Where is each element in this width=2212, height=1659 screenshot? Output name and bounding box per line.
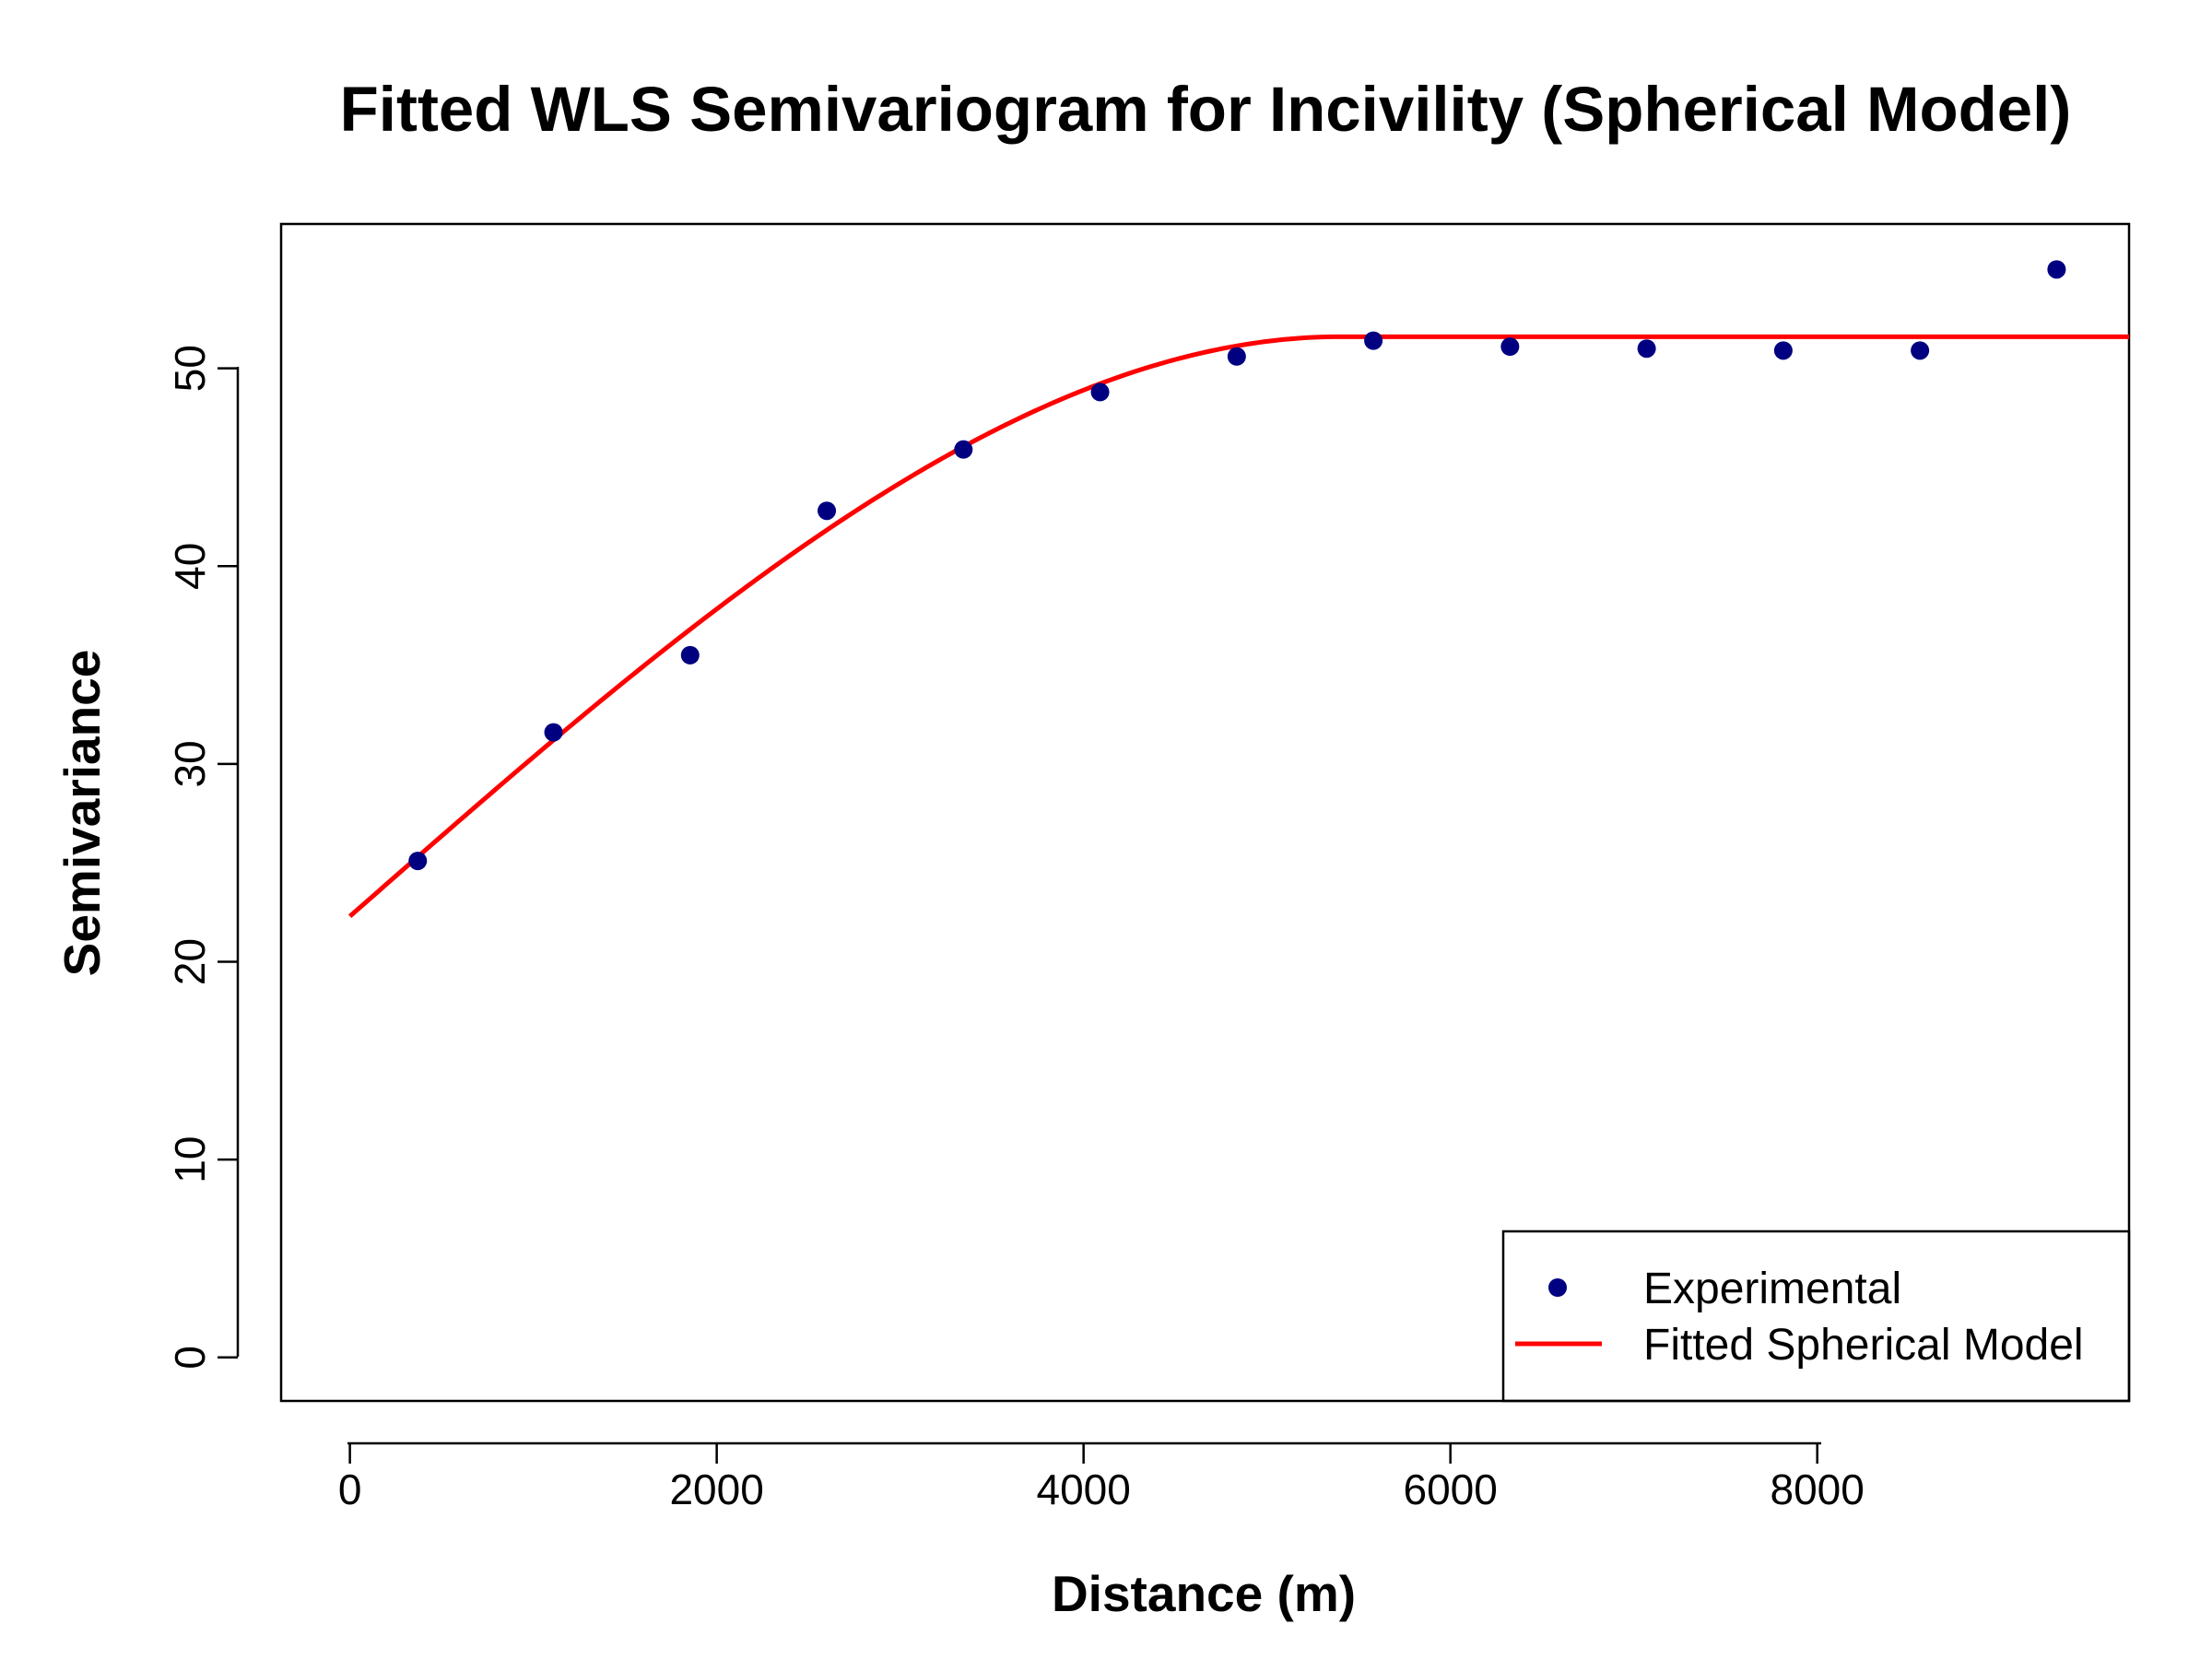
- fitted-model-series: [347, 334, 2129, 919]
- y-tick-label: 10: [166, 1136, 214, 1183]
- y-tick-label: 40: [166, 543, 214, 590]
- data-point: [408, 852, 428, 871]
- data-point: [544, 723, 563, 742]
- data-point: [1090, 382, 1110, 402]
- y-axis-ticks: 0 10 20 30 40 50: [166, 345, 238, 1370]
- x-tick-label: 0: [338, 1465, 362, 1513]
- data-point: [1227, 347, 1246, 366]
- x-axis-ticks: 0 2000 4000 6000 8000: [338, 1443, 1865, 1513]
- y-tick-label: 20: [166, 938, 214, 985]
- data-point: [1773, 341, 1793, 360]
- data-point: [1500, 337, 1520, 357]
- legend-marker-experimental: [1548, 1278, 1567, 1297]
- data-point: [2047, 260, 2066, 279]
- y-tick-label: 0: [166, 1346, 214, 1370]
- legend: Experimental Fitted Spherical Model: [1501, 1230, 2131, 1403]
- x-axis-label: Distance (m): [1052, 1565, 1356, 1622]
- x-tick-label: 2000: [669, 1465, 763, 1513]
- x-tick-label: 4000: [1036, 1465, 1130, 1513]
- y-tick-label: 50: [166, 345, 214, 392]
- data-point: [1637, 339, 1656, 359]
- y-tick-label: 30: [166, 740, 214, 787]
- chart-title: Fitted WLS Semivariogram for Incivility …: [340, 74, 2072, 145]
- plot-frame: [279, 222, 2131, 1403]
- data-point: [954, 440, 973, 459]
- experimental-series: [408, 260, 2066, 871]
- legend-box: [1501, 1230, 2131, 1403]
- data-point: [1911, 341, 1930, 360]
- x-tick-label: 8000: [1771, 1465, 1865, 1513]
- legend-label-experimental: Experimental: [1643, 1265, 1901, 1313]
- data-point: [818, 501, 837, 521]
- data-point: [1364, 331, 1383, 350]
- x-tick-label: 6000: [1404, 1465, 1498, 1513]
- fitted-curve: [347, 334, 2129, 919]
- data-point: [680, 645, 700, 665]
- y-axis-label: Semivariance: [53, 650, 111, 977]
- legend-label-fitted: Fitted Spherical Model: [1643, 1321, 2084, 1370]
